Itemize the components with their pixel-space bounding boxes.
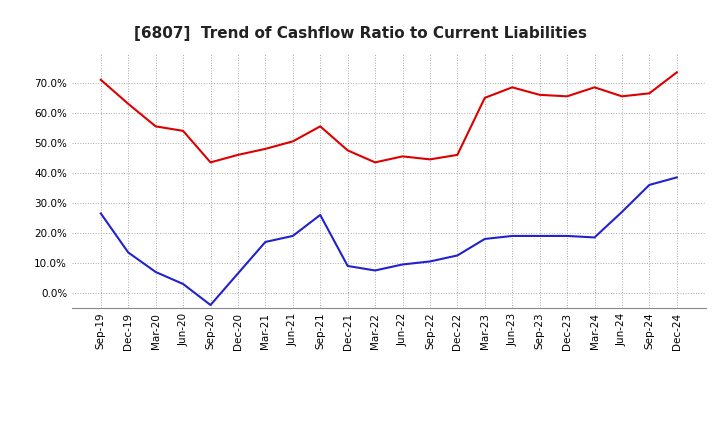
- Text: [6807]  Trend of Cashflow Ratio to Current Liabilities: [6807] Trend of Cashflow Ratio to Curren…: [133, 26, 587, 41]
